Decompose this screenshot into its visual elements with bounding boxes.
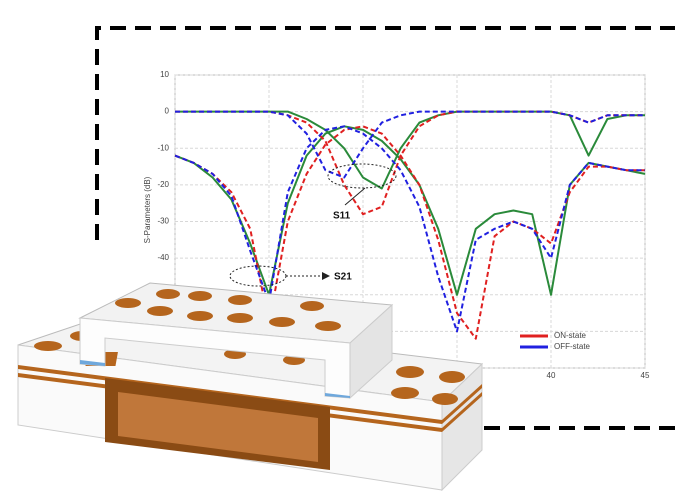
series-line — [175, 110, 645, 179]
x-tick-label: 45 — [641, 371, 650, 380]
y-tick-label: -10 — [157, 143, 169, 152]
y-tick-label: 0 — [165, 107, 170, 116]
s11-arrow — [344, 187, 366, 206]
series-line — [174, 125, 645, 333]
legend-label: ON-state — [554, 331, 587, 340]
annotation: S21 — [334, 272, 352, 283]
y-axis-label: S-Parameters (dB) — [143, 176, 152, 243]
lines — [174, 110, 646, 340]
grid — [174, 74, 646, 369]
annotation: S11 — [333, 211, 351, 222]
series-line — [175, 110, 645, 190]
y-tick-label: -20 — [157, 180, 169, 189]
x-tick-label: 40 — [547, 371, 556, 380]
arrow-head — [322, 272, 330, 280]
y-tick-label: -40 — [157, 253, 169, 262]
y-tick-label: 10 — [160, 70, 169, 79]
device-illustration — [17, 282, 484, 491]
legend: ON-state OFF-state — [520, 331, 591, 351]
s11-ellipse — [327, 163, 397, 189]
y-tick-label: -30 — [157, 217, 169, 226]
dashed-frame — [95, 26, 675, 430]
legend-label: OFF-state — [554, 342, 591, 351]
